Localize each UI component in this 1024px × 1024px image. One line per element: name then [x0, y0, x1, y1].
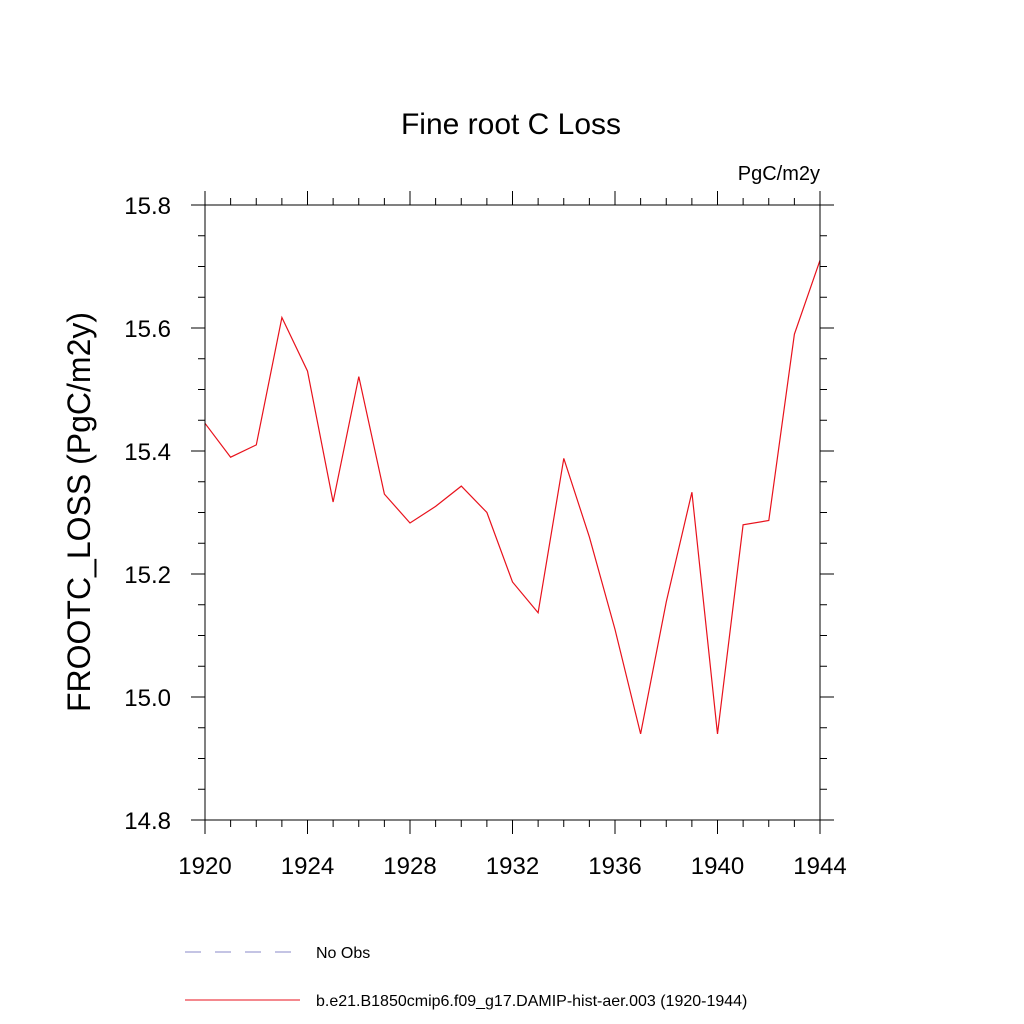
x-tick-label: 1936	[588, 853, 641, 880]
series-line	[204, 260, 821, 735]
chart-title: Fine root C Loss	[401, 108, 621, 141]
legend-label-no-obs: No Obs	[316, 945, 370, 962]
y-tick-label: 14.8	[124, 808, 171, 835]
units-label: PgC/m2y	[738, 163, 820, 185]
y-tick-label: 15.4	[124, 439, 171, 466]
y-tick-label: 15.6	[124, 316, 171, 343]
plot-frame	[204, 204, 821, 821]
x-tick-label: 1940	[691, 853, 744, 880]
axis-tick-labels: 1920 1924 1928 1932 1936 1940 1944 14.8 15.0 15.2…	[124, 193, 846, 880]
x-tick-label: 1920	[178, 853, 231, 880]
axis-ticks	[191, 191, 834, 834]
x-tick-label: 1932	[486, 853, 539, 880]
y-axis-label: FROOTC_LOSS (PgC/m2y)	[61, 312, 97, 712]
legend: No Obs b.e21.B1850cmip6.f09_g17.DAMIP-hi…	[185, 945, 747, 1010]
y-tick-label: 15.2	[124, 562, 171, 589]
x-tick-label: 1924	[281, 853, 334, 880]
data-series	[204, 260, 821, 735]
x-tick-label: 1928	[383, 853, 436, 880]
legend-label-model: b.e21.B1850cmip6.f09_g17.DAMIP-hist-aer.…	[316, 993, 747, 1010]
y-tick-label: 15.0	[124, 685, 171, 712]
y-tick-label: 15.8	[124, 193, 171, 220]
x-tick-label: 1944	[793, 853, 846, 880]
